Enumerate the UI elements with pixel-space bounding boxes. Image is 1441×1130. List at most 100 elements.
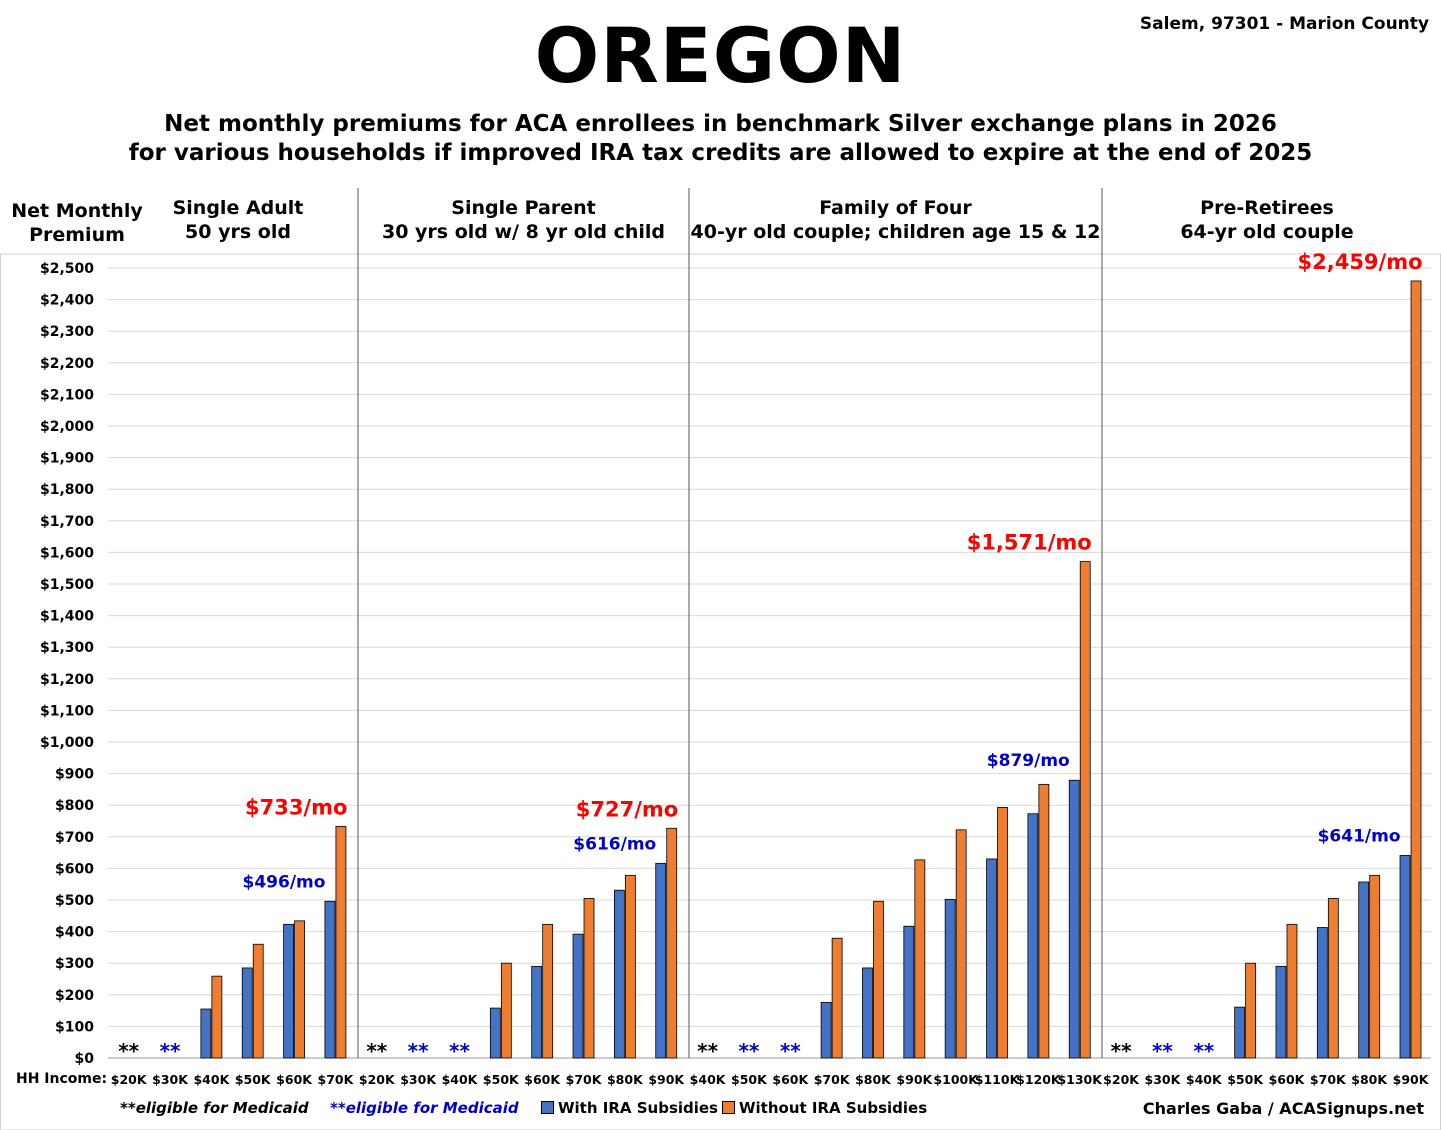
x-tick-label: $40K bbox=[1186, 1072, 1223, 1087]
medicaid-marker: ** bbox=[118, 1039, 139, 1063]
medicaid-marker: ** bbox=[697, 1039, 718, 1063]
annotation-without: $727/mo bbox=[576, 797, 678, 821]
bar-without-ira bbox=[583, 898, 595, 1059]
bar-without-ira bbox=[252, 943, 264, 1059]
credit-label: Charles Gaba / ACASignups.net bbox=[1142, 1099, 1424, 1118]
annotation-with: $496/mo bbox=[243, 872, 326, 892]
annotation-with: $616/mo bbox=[573, 834, 656, 854]
x-tick-label: $90K bbox=[896, 1072, 933, 1087]
legend-item-with: With IRA Subsidies bbox=[541, 1099, 718, 1117]
legend-label-with: With IRA Subsidies bbox=[558, 1099, 718, 1117]
x-tick-label: $30K bbox=[400, 1072, 437, 1087]
x-tick-label: $50K bbox=[235, 1072, 272, 1087]
medicaid-marker: ** bbox=[449, 1039, 470, 1063]
panel-title-line-2: 64-yr old couple bbox=[1180, 221, 1354, 243]
bar-with-ira bbox=[531, 965, 543, 1059]
panel-title-line-1: Pre-Retirees bbox=[1200, 197, 1334, 219]
bar-without-ira bbox=[542, 923, 554, 1059]
y-tick-label: $100 bbox=[55, 1019, 94, 1035]
bar-without-ira bbox=[1286, 923, 1298, 1059]
bar-without-ira bbox=[624, 874, 636, 1059]
annotation-with: $641/mo bbox=[1318, 826, 1401, 846]
x-tick-label: $110K bbox=[975, 1072, 1021, 1087]
x-tick-label: $20K bbox=[1103, 1072, 1140, 1087]
panel-title-single-adult: Single Adult 50 yrs old bbox=[118, 196, 358, 244]
panel-title-pre-retirees: Pre-Retirees 64-yr old couple bbox=[1102, 196, 1432, 244]
panel-title-line-2: 40-yr old couple; children age 15 & 12 bbox=[690, 221, 1101, 243]
panel-title-line-2: 30 yrs old w/ 8 yr old child bbox=[381, 221, 666, 243]
bar-without-ira bbox=[955, 829, 967, 1059]
x-tick-label: $120K bbox=[1016, 1072, 1062, 1087]
y-tick-label: $1,200 bbox=[40, 672, 94, 688]
y-tick-label: $1,100 bbox=[40, 703, 94, 719]
bar-with-ira bbox=[613, 889, 625, 1059]
x-tick-label: $100K bbox=[933, 1072, 979, 1087]
bar-without-ira bbox=[666, 827, 678, 1059]
y-axis-label: Net Monthly Premium bbox=[4, 199, 150, 247]
bar-without-ira bbox=[211, 975, 223, 1059]
annotation-without: $733/mo bbox=[245, 795, 347, 819]
y-tick-label: $2,400 bbox=[40, 293, 94, 309]
y-tick-label: $1,000 bbox=[40, 735, 94, 751]
bar-with-ira bbox=[1027, 813, 1039, 1059]
bar-with-ira bbox=[283, 923, 294, 1059]
bar-with-ira bbox=[572, 933, 584, 1059]
x-tick-label: $60K bbox=[524, 1072, 561, 1087]
panel-title-line-1: Single Adult bbox=[172, 197, 304, 219]
x-tick-label: $40K bbox=[690, 1072, 727, 1087]
medicaid-marker: ** bbox=[780, 1039, 801, 1063]
x-tick-label: $80K bbox=[855, 1072, 892, 1087]
x-tick-label: $30K bbox=[1145, 1072, 1182, 1087]
y-tick-label: $2,300 bbox=[40, 324, 94, 340]
x-tick-label: $90K bbox=[1393, 1072, 1430, 1087]
medicaid-note-blue: **eligible for Medicaid bbox=[330, 1099, 519, 1117]
location-label: Salem, 97301 - Marion County bbox=[1139, 14, 1429, 34]
bar-with-ira bbox=[1399, 855, 1411, 1059]
y-tick-label: $2,500 bbox=[40, 261, 94, 277]
subtitle-line-1: Net monthly premiums for ACA enrollees i… bbox=[164, 111, 1277, 137]
bar-without-ira bbox=[1245, 962, 1257, 1059]
bar-without-ira bbox=[831, 937, 843, 1059]
panel-title-family-of-four: Family of Four 40-yr old couple; childre… bbox=[689, 196, 1102, 244]
x-tick-label: $80K bbox=[607, 1072, 644, 1087]
annotation-without: $2,459/mo bbox=[1298, 250, 1423, 274]
bar-with-ira bbox=[489, 1007, 501, 1059]
y-tick-label: $600 bbox=[55, 861, 94, 877]
legend-swatch-with bbox=[541, 1101, 554, 1114]
bar-with-ira bbox=[820, 1001, 832, 1059]
x-tick-label: $20K bbox=[359, 1072, 396, 1087]
y-tick-label: $500 bbox=[55, 893, 94, 909]
x-tick-label: $60K bbox=[772, 1072, 809, 1087]
y-tick-label: $2,100 bbox=[40, 387, 94, 403]
x-tick-label: $50K bbox=[483, 1072, 520, 1087]
y-tick-label: $1,300 bbox=[40, 640, 94, 656]
y-tick-label: $700 bbox=[55, 830, 94, 846]
x-tick-label: $50K bbox=[1227, 1072, 1264, 1087]
bar-without-ira bbox=[1369, 874, 1381, 1059]
annotation-with: $879/mo bbox=[987, 751, 1070, 771]
y-tick-label: $300 bbox=[55, 956, 94, 972]
bar-without-ira bbox=[1038, 783, 1050, 1059]
y-axis-label-line-1: Net Monthly bbox=[11, 200, 143, 222]
medicaid-marker: ** bbox=[366, 1039, 387, 1063]
y-tick-label: $1,900 bbox=[40, 451, 94, 467]
y-tick-label: $1,400 bbox=[40, 609, 94, 625]
bar-without-ira bbox=[1079, 561, 1091, 1059]
bar-without-ira bbox=[335, 825, 347, 1059]
medicaid-marker: ** bbox=[1152, 1039, 1173, 1063]
bar-without-ira bbox=[914, 859, 926, 1059]
x-tick-label: $70K bbox=[566, 1072, 603, 1087]
panel-title-line-1: Single Parent bbox=[451, 197, 596, 219]
y-tick-label: $1,600 bbox=[40, 545, 94, 561]
chart-title: OREGON bbox=[534, 11, 907, 100]
bar-with-ira bbox=[200, 1008, 212, 1059]
medicaid-marker: ** bbox=[738, 1039, 759, 1063]
x-tick-label: $20K bbox=[111, 1072, 148, 1087]
bar-with-ira bbox=[1234, 1006, 1246, 1059]
x-tick-label: $60K bbox=[1269, 1072, 1306, 1087]
x-tick-label: $40K bbox=[442, 1072, 479, 1087]
bar-with-ira bbox=[324, 900, 336, 1059]
x-tick-label: $70K bbox=[1310, 1072, 1347, 1087]
chart-subtitle: Net monthly premiums for ACA enrollees i… bbox=[0, 110, 1441, 168]
legend-item-without: Without IRA Subsidies bbox=[722, 1099, 927, 1117]
